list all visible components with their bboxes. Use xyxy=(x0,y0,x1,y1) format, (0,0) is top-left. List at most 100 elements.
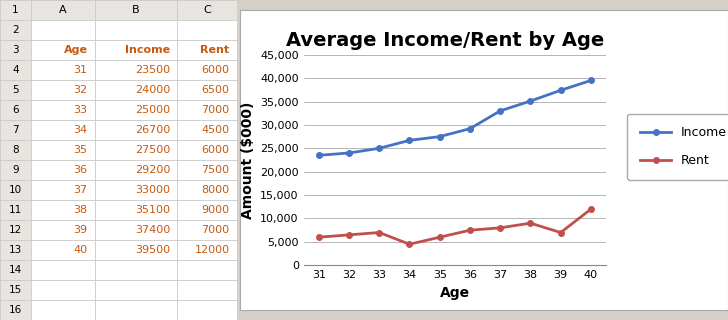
Bar xyxy=(95,0,178,20)
Bar xyxy=(178,40,237,60)
Bar xyxy=(0,0,31,20)
Bar xyxy=(0,240,31,260)
Bar xyxy=(178,0,237,20)
Text: 3: 3 xyxy=(12,45,19,55)
Bar xyxy=(31,160,95,180)
Text: 33000: 33000 xyxy=(135,185,170,195)
Text: 38: 38 xyxy=(74,205,87,215)
Bar xyxy=(95,240,178,260)
Bar xyxy=(95,140,178,160)
Bar xyxy=(0,80,31,100)
Text: 26700: 26700 xyxy=(135,125,170,135)
Bar xyxy=(31,0,95,20)
Rent xyxy=(587,207,596,211)
Bar xyxy=(31,20,95,40)
Text: 29200: 29200 xyxy=(135,165,170,175)
Text: 31: 31 xyxy=(74,65,87,75)
Y-axis label: Amount ($000): Amount ($000) xyxy=(241,101,255,219)
Bar xyxy=(178,240,237,260)
Income xyxy=(526,99,535,103)
Text: 7: 7 xyxy=(12,125,19,135)
Bar xyxy=(31,40,95,60)
Bar xyxy=(178,100,237,120)
Bar xyxy=(0,280,31,300)
Rent xyxy=(344,233,353,237)
Text: 25000: 25000 xyxy=(135,105,170,115)
Text: 35: 35 xyxy=(74,145,87,155)
Text: 6000: 6000 xyxy=(202,65,229,75)
Text: 14: 14 xyxy=(9,265,22,275)
Bar xyxy=(31,180,95,200)
Text: 35100: 35100 xyxy=(135,205,170,215)
Text: Average Income/Rent by Age: Average Income/Rent by Age xyxy=(286,31,604,50)
Bar xyxy=(31,200,95,220)
Text: 9: 9 xyxy=(12,165,19,175)
Bar xyxy=(95,200,178,220)
Income xyxy=(556,88,565,92)
Text: 24000: 24000 xyxy=(135,85,170,95)
Bar xyxy=(178,140,237,160)
Legend: Income, Rent: Income, Rent xyxy=(628,114,728,180)
Bar xyxy=(0,40,31,60)
Bar xyxy=(0,140,31,160)
Text: 33: 33 xyxy=(74,105,87,115)
Rent xyxy=(556,231,565,235)
Bar xyxy=(31,60,95,80)
Bar xyxy=(95,60,178,80)
Bar xyxy=(0,160,31,180)
Rent xyxy=(314,235,323,239)
Text: 27500: 27500 xyxy=(135,145,170,155)
Income xyxy=(587,78,596,82)
Bar xyxy=(178,20,237,40)
Bar xyxy=(178,180,237,200)
Bar xyxy=(0,20,31,40)
Rent xyxy=(435,235,444,239)
Bar xyxy=(95,220,178,240)
Text: 9000: 9000 xyxy=(202,205,229,215)
Bar xyxy=(95,180,178,200)
Text: 6: 6 xyxy=(12,105,19,115)
Rent xyxy=(526,221,535,225)
Rent xyxy=(466,228,475,232)
Income xyxy=(466,127,475,131)
Text: C: C xyxy=(203,5,211,15)
Text: 8000: 8000 xyxy=(202,185,229,195)
Text: 4: 4 xyxy=(12,65,19,75)
Bar xyxy=(31,260,95,280)
Income xyxy=(375,146,384,150)
Income xyxy=(344,151,353,155)
Text: 8: 8 xyxy=(12,145,19,155)
Text: 36: 36 xyxy=(74,165,87,175)
Text: 23500: 23500 xyxy=(135,65,170,75)
Text: 6500: 6500 xyxy=(202,85,229,95)
Text: Income: Income xyxy=(125,45,170,55)
Bar xyxy=(31,220,95,240)
Text: 1: 1 xyxy=(12,5,19,15)
Bar xyxy=(95,120,178,140)
Bar xyxy=(95,300,178,320)
Text: 12: 12 xyxy=(9,225,22,235)
Bar xyxy=(31,280,95,300)
Bar xyxy=(178,120,237,140)
Bar xyxy=(95,40,178,60)
Bar xyxy=(95,80,178,100)
Income xyxy=(435,135,444,139)
Text: 32: 32 xyxy=(74,85,87,95)
Text: 15: 15 xyxy=(9,285,22,295)
Text: Rent: Rent xyxy=(200,45,229,55)
Bar xyxy=(0,60,31,80)
Bar xyxy=(31,240,95,260)
Rent xyxy=(496,226,505,230)
Text: 2: 2 xyxy=(12,25,19,35)
Bar xyxy=(31,300,95,320)
Text: 39500: 39500 xyxy=(135,245,170,255)
Income xyxy=(496,109,505,113)
Text: 16: 16 xyxy=(9,305,22,315)
Text: 6000: 6000 xyxy=(202,145,229,155)
Bar xyxy=(178,280,237,300)
Text: Age: Age xyxy=(63,45,87,55)
Bar xyxy=(178,300,237,320)
Rent xyxy=(405,242,414,246)
Text: 40: 40 xyxy=(74,245,87,255)
Bar xyxy=(178,160,237,180)
